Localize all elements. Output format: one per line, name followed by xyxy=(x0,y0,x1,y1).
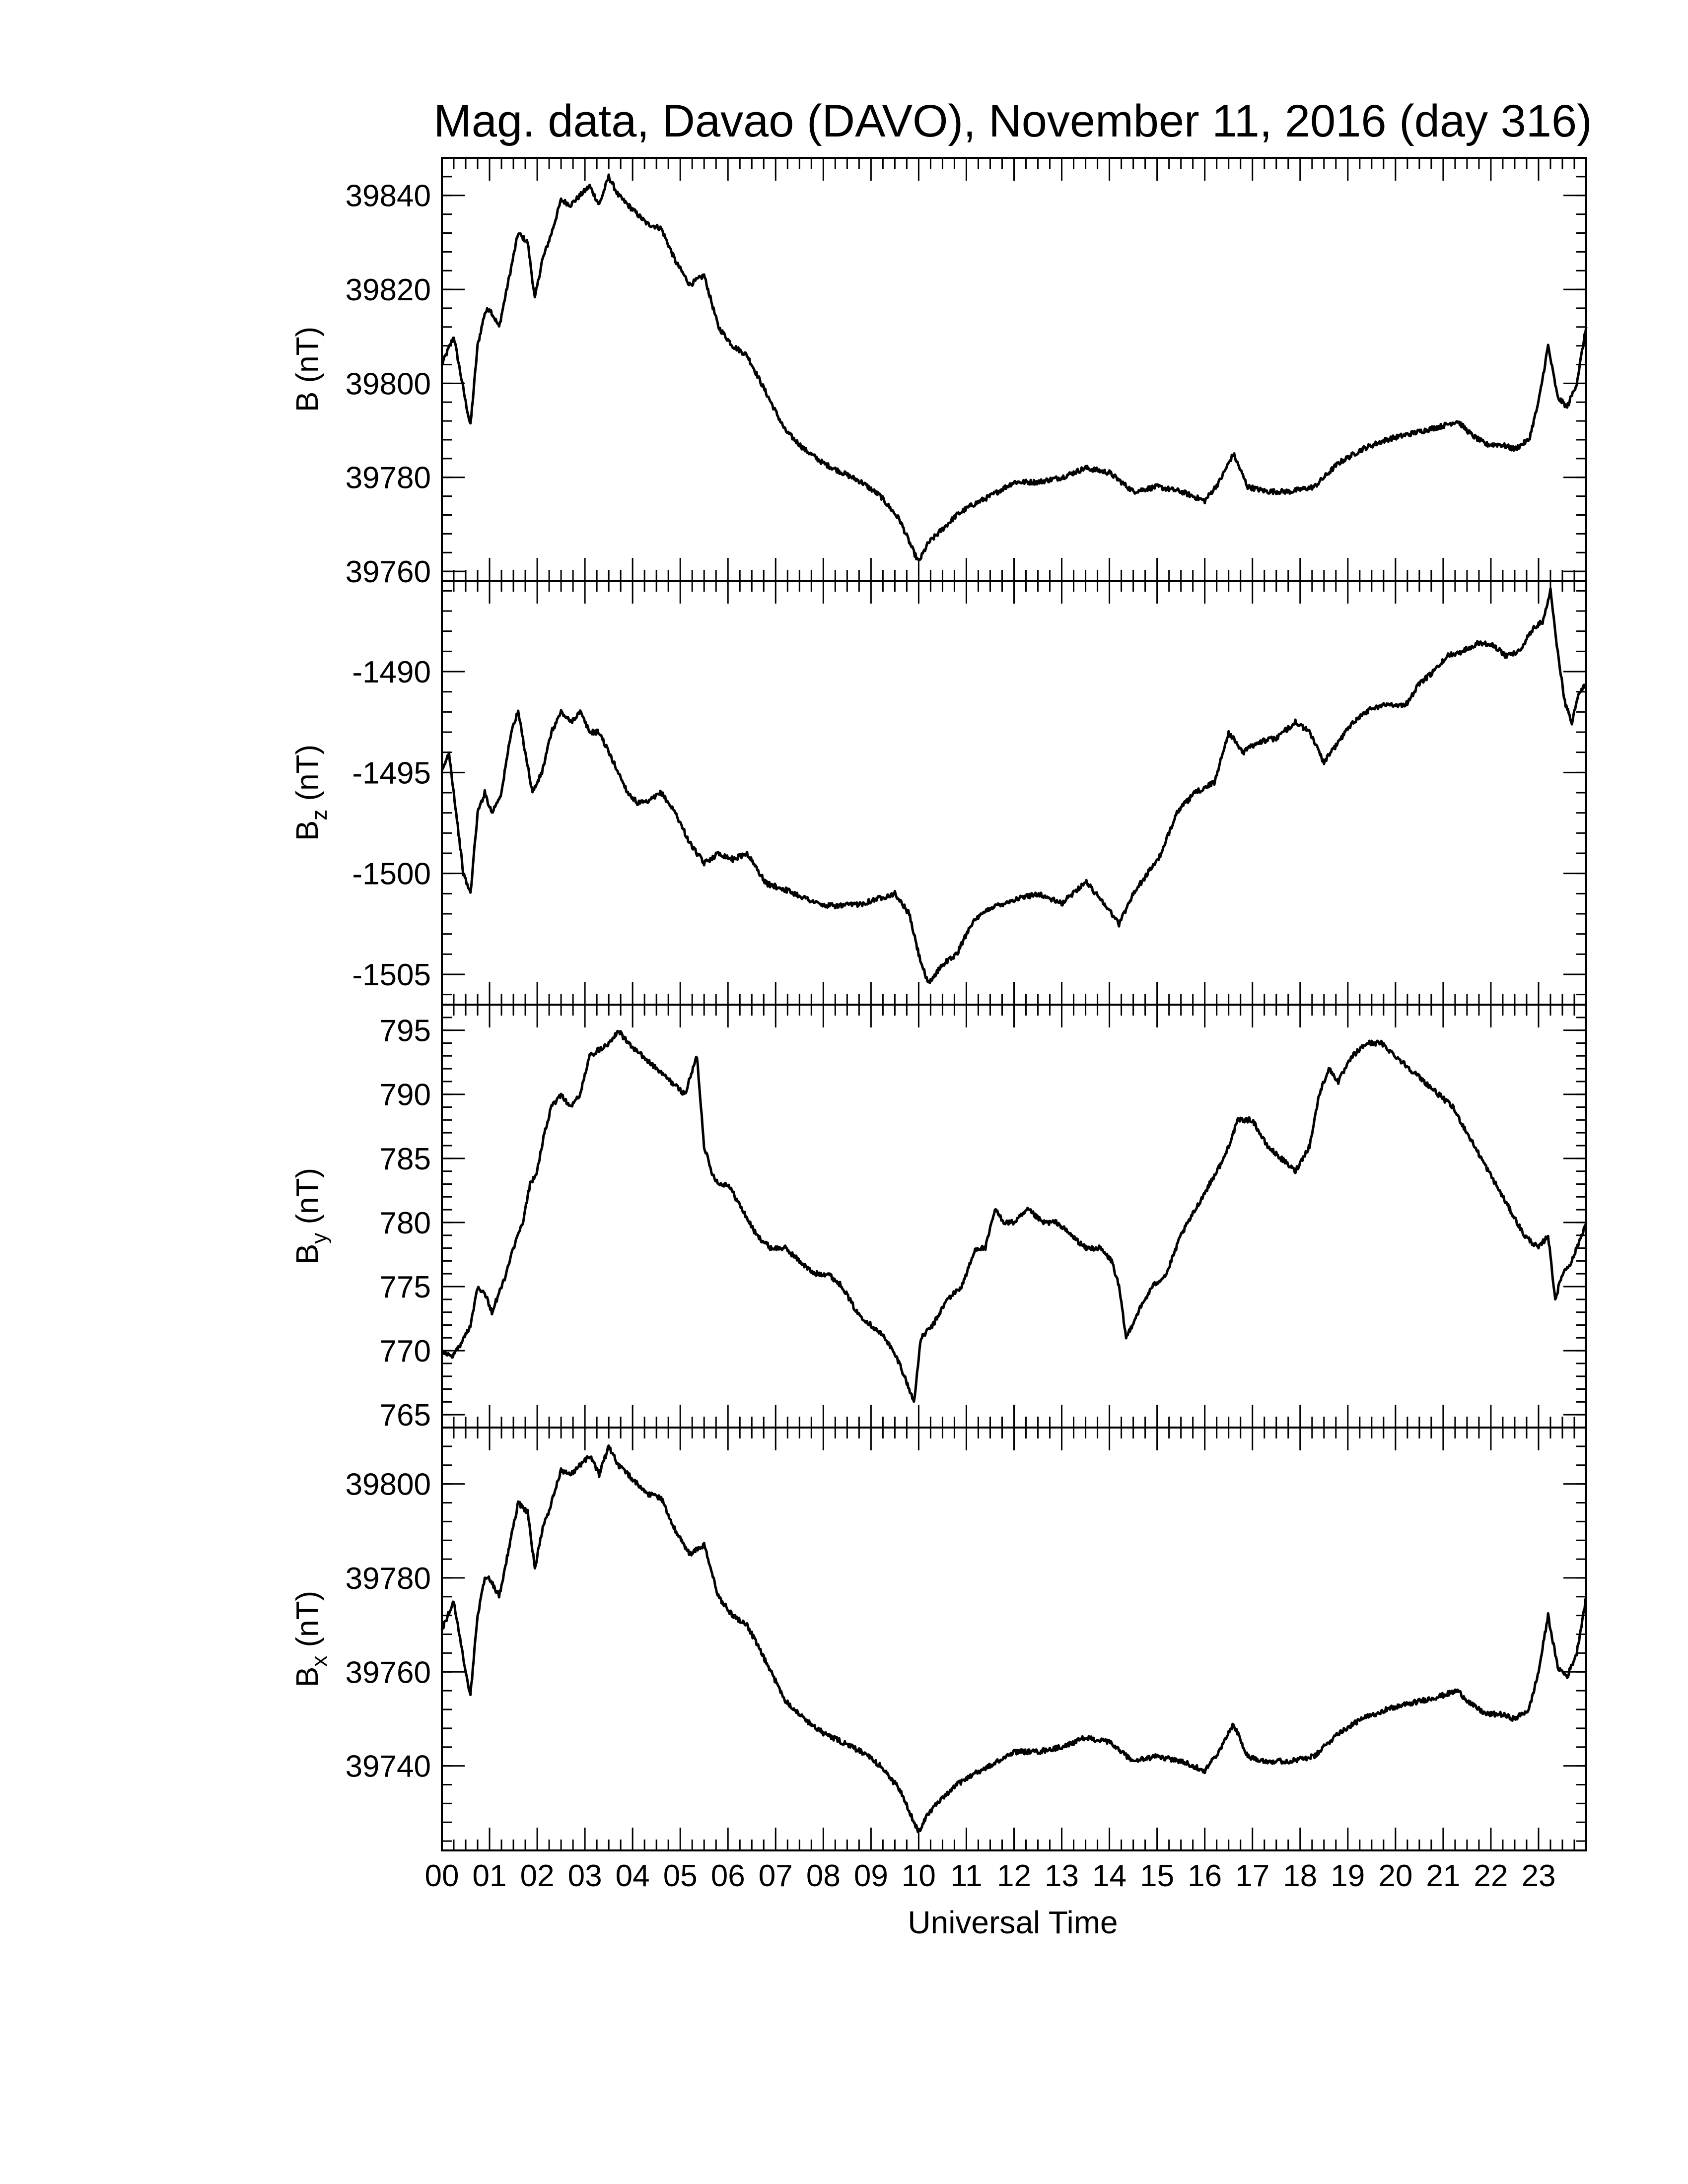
x-tick-label: 10 xyxy=(902,1859,936,1893)
x-tick-label: 13 xyxy=(1045,1859,1079,1893)
x-tick-label: 05 xyxy=(663,1859,698,1893)
series-line-panel-1 xyxy=(441,173,1588,561)
x-tick-label: 14 xyxy=(1092,1859,1126,1893)
x-tick-label: 16 xyxy=(1188,1859,1222,1893)
x-tick-label: 15 xyxy=(1140,1859,1174,1893)
x-tick-label: 23 xyxy=(1521,1859,1555,1893)
x-tick-label: 02 xyxy=(520,1859,555,1893)
x-tick-label: 11 xyxy=(950,1859,982,1893)
panel-frame xyxy=(441,1004,1587,1429)
y-tick-label: -1500 xyxy=(352,857,431,891)
x-tick-label: 20 xyxy=(1378,1859,1412,1893)
x-tick-label: 06 xyxy=(711,1859,745,1893)
panel-4: 39740 39760 39780 39800 Bx (nT) xyxy=(290,1427,1588,1851)
y-tick-label: 770 xyxy=(380,1334,431,1368)
y-axis-label: Bz (nT) xyxy=(290,745,332,841)
x-tick-label: 21 xyxy=(1426,1859,1460,1893)
figure-title: Mag. data, Davao (DAVO), November 11, 20… xyxy=(433,96,1592,146)
x-tick-label: 17 xyxy=(1235,1859,1269,1893)
panel-frame xyxy=(441,157,1587,582)
y-tick-label: 765 xyxy=(380,1398,431,1433)
y-tick-label: 39780 xyxy=(346,1562,431,1596)
y-tick-label: 795 xyxy=(380,1014,431,1048)
y-tick-label: 39760 xyxy=(346,555,431,589)
x-tick-label: 08 xyxy=(806,1859,841,1893)
panel-2: -1490 -1495 -1500 -1505 Bz (nT) xyxy=(290,580,1587,1006)
x-tick-label: 03 xyxy=(568,1859,602,1893)
y-tick-label: 780 xyxy=(380,1206,431,1240)
panel-frame xyxy=(441,1427,1587,1851)
y-axis-label: B (nT) xyxy=(290,327,325,412)
series-line-panel-4 xyxy=(440,1444,1588,1834)
x-tick-label: 22 xyxy=(1474,1859,1508,1893)
panel-1: 39760 39780 39800 39820 39840 B (nT) xyxy=(290,157,1588,589)
x-tick-label: 01 xyxy=(473,1859,507,1893)
x-axis-label: Universal Time xyxy=(908,1905,1118,1940)
x-tick-label: 12 xyxy=(997,1859,1031,1893)
y-tick-label: 39800 xyxy=(346,1468,431,1502)
y-tick-label: 39760 xyxy=(346,1655,431,1690)
x-tick-label: 00 xyxy=(425,1859,459,1893)
y-tick-label: -1490 xyxy=(352,655,431,689)
y-tick-label: 39840 xyxy=(346,179,431,213)
y-tick-label: 790 xyxy=(380,1078,431,1112)
x-tick-label: 07 xyxy=(759,1859,793,1893)
y-tick-label: 39820 xyxy=(346,273,431,307)
y-tick-label: -1505 xyxy=(352,958,431,992)
panel-frame xyxy=(441,580,1587,1006)
x-tick-labels: 00 01 02 03 04 05 06 07 08 09 10 11 12 13 14 15 16 17 18 19… xyxy=(425,1859,1556,1893)
x-tick-label: 19 xyxy=(1331,1859,1365,1893)
series-line-panel-3 xyxy=(441,1029,1588,1403)
series-line-panel-2 xyxy=(440,587,1587,984)
y-tick-label: -1495 xyxy=(352,756,431,790)
y-axis-label: Bx (nT) xyxy=(290,1591,332,1687)
y-tick-label: 775 xyxy=(380,1270,431,1304)
x-tick-label: 04 xyxy=(616,1859,650,1893)
y-tick-label: 39740 xyxy=(346,1750,431,1784)
y-axis-label: By (nT) xyxy=(290,1168,332,1264)
x-tick-label: 09 xyxy=(854,1859,888,1893)
y-tick-label: 785 xyxy=(380,1142,431,1176)
panel-3: 765 770 775 780 785 790 795 By (nT) xyxy=(290,1004,1588,1433)
y-tick-label: 39800 xyxy=(346,367,431,401)
y-tick-label: 39780 xyxy=(346,461,431,495)
x-tick-label: 18 xyxy=(1283,1859,1317,1893)
